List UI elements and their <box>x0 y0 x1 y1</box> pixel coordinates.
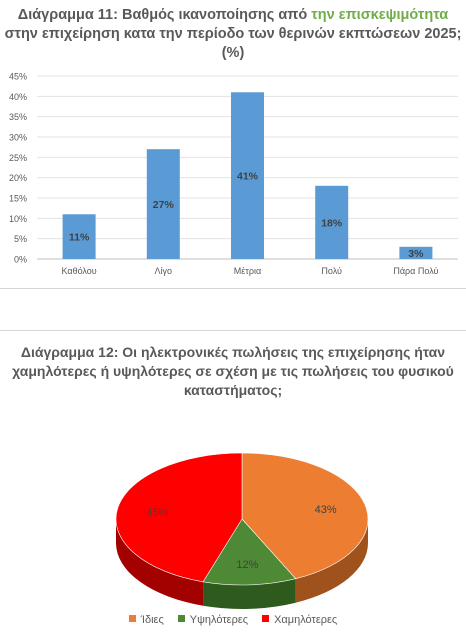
bar <box>399 246 433 259</box>
pie-slice <box>202 518 297 586</box>
y-tick-label: 40% <box>9 92 27 102</box>
y-tick-label: 10% <box>9 214 27 224</box>
legend-item: Υψηλότερες <box>177 614 249 626</box>
x-tick-label: Μέτρια <box>234 266 261 276</box>
data-label: 41% <box>237 171 259 183</box>
bar <box>146 149 180 259</box>
pie-slice-side <box>295 519 368 603</box>
pie-data-label: 45% <box>146 507 168 519</box>
pie-chart: 43% 12% 45% <box>115 452 369 609</box>
data-label: 3% <box>408 248 424 260</box>
pie-slice-side <box>116 519 204 606</box>
legend-item: Ίδιες <box>128 614 164 626</box>
pie-chart-title: Διάγραμμα 12: Οι ηλεκτρονικές πωλήσεις τ… <box>12 344 454 398</box>
data-label: 11% <box>69 232 90 244</box>
bar-chart-title: Διάγραμμα 11: Βαθμός ικανοποίησης από τη… <box>0 6 466 63</box>
legend-label: Υψηλότερες <box>189 614 249 626</box>
x-tick-label: Λίγο <box>155 266 173 276</box>
bar <box>315 185 349 259</box>
pie-slice <box>115 452 243 583</box>
pie-sides <box>116 519 368 609</box>
pie-data-label: 12% <box>236 559 258 571</box>
legend-item: Χαμηλότερες <box>262 614 337 626</box>
pie-slice <box>241 452 369 580</box>
legend-label: Χαμηλότερες <box>274 614 338 626</box>
bar-chart-panel: Διάγραμμα 11: Βαθμός ικανοποίησης από τη… <box>0 0 466 289</box>
pie-legend: Ίδιες Υψηλότερες Χαμηλότερες <box>0 614 466 626</box>
y-tick-label: 45% <box>9 72 27 82</box>
pie-data-label: 43% <box>315 504 337 516</box>
y-tick-label: 35% <box>9 112 27 122</box>
y-tick-label: 30% <box>9 133 27 143</box>
pie-slice-side <box>203 578 296 609</box>
data-label: 27% <box>153 199 175 211</box>
x-tick-label: Πολύ <box>321 266 342 276</box>
bar-chart-title-part: Διάγραμμα 11: Βαθμός ικανοποίησης από <box>17 7 312 23</box>
x-tick-label: Πάρα Πολύ <box>393 266 438 276</box>
bar-chart: 0% 5% 10% 15% 20% 25% 30% 35% 40% 45% 11% Καθόλου 27… <box>9 72 458 276</box>
legend-label: Ίδιες <box>140 614 164 626</box>
y-tick-label: 25% <box>9 153 27 163</box>
y-tick-label: 20% <box>9 173 27 183</box>
data-label: 18% <box>321 217 343 229</box>
x-tick-label: Καθόλου <box>61 266 96 276</box>
bar-chart-title-part: στην επιχείρηση κατα την περίοδο των θερ… <box>4 26 462 61</box>
pie-chart-panel: Διάγραμμα 12: Οι ηλεκτρονικές πωλήσεις τ… <box>0 330 466 638</box>
bar <box>231 92 264 260</box>
bar <box>62 214 96 259</box>
legend-swatch <box>128 615 136 622</box>
bar-chart-title-part: την επισκεψιμότητα <box>311 7 449 23</box>
y-tick-label: 5% <box>14 234 27 244</box>
legend-swatch <box>262 615 270 622</box>
y-tick-label: 15% <box>9 194 27 204</box>
legend-swatch <box>177 615 185 622</box>
y-tick-label: 0% <box>14 255 27 265</box>
